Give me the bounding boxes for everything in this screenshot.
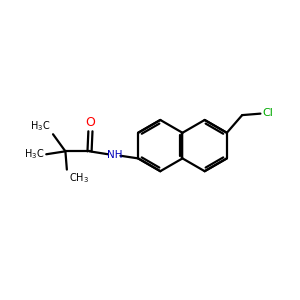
Text: H$_3$C: H$_3$C — [24, 147, 44, 161]
Text: CH$_3$: CH$_3$ — [69, 171, 89, 185]
Text: H$_3$C: H$_3$C — [30, 119, 51, 133]
Text: O: O — [85, 116, 95, 129]
Text: NH: NH — [107, 150, 122, 160]
Text: Cl: Cl — [262, 108, 273, 118]
